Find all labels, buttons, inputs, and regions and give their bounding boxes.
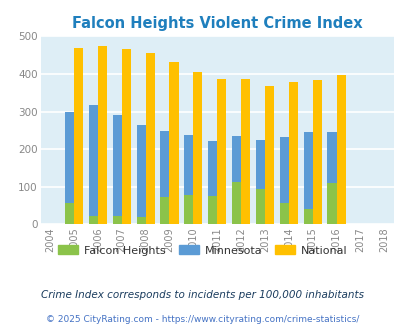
Bar (303, 209, 312, 224)
Bar (136, 125, 145, 224)
Bar (145, 53, 154, 224)
Bar (98, 47, 107, 224)
Bar (327, 132, 336, 224)
Title: Falcon Heights Violent Crime Index: Falcon Heights Violent Crime Index (72, 16, 362, 31)
Bar (288, 82, 297, 224)
Bar (303, 132, 312, 224)
Bar (208, 141, 217, 224)
Bar (255, 140, 264, 224)
Bar (279, 138, 288, 224)
Bar (169, 62, 178, 224)
Bar (279, 203, 288, 224)
Bar (65, 112, 74, 224)
Bar (231, 136, 241, 224)
Bar (241, 79, 249, 224)
Bar (217, 79, 226, 224)
Bar (136, 217, 145, 224)
Text: Crime Index corresponds to incidents per 100,000 inhabitants: Crime Index corresponds to incidents per… (41, 290, 364, 300)
Bar (264, 86, 273, 224)
Bar (89, 105, 98, 224)
Bar (312, 80, 321, 224)
Bar (160, 197, 169, 224)
Bar (231, 182, 241, 224)
Bar (255, 189, 264, 224)
Bar (74, 48, 83, 224)
Bar (327, 183, 336, 224)
Bar (160, 131, 169, 224)
Bar (184, 195, 193, 224)
Bar (89, 216, 98, 224)
Bar (113, 115, 121, 224)
Bar (193, 72, 202, 224)
Text: © 2025 CityRating.com - https://www.cityrating.com/crime-statistics/: © 2025 CityRating.com - https://www.city… (46, 315, 359, 324)
Bar (113, 216, 121, 224)
Bar (336, 75, 345, 224)
Bar (208, 196, 217, 224)
Bar (122, 49, 130, 224)
Bar (184, 135, 193, 224)
Legend: Falcon Heights, Minnesota, National: Falcon Heights, Minnesota, National (54, 241, 351, 260)
Bar (65, 203, 74, 224)
